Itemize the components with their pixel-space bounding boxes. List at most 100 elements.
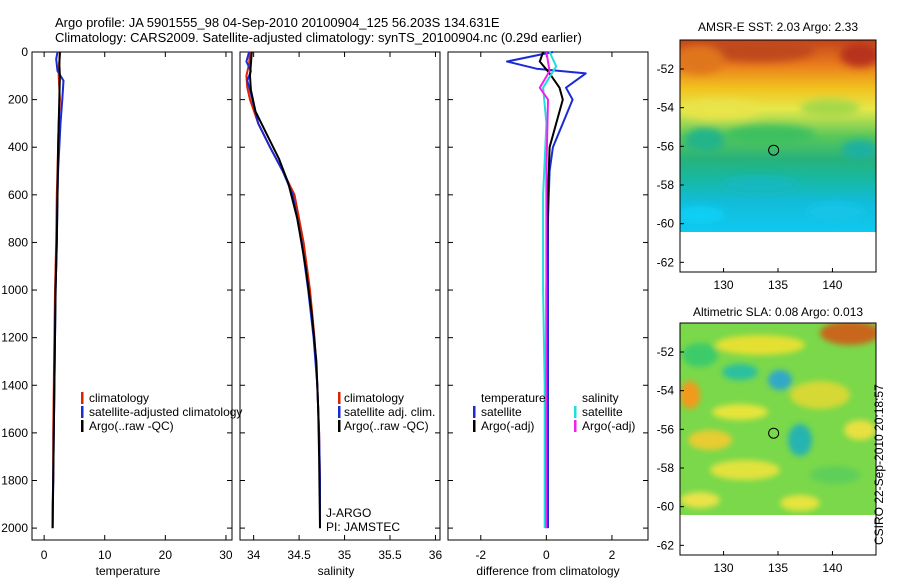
x-tick-label: 0 <box>41 548 48 562</box>
difference-xlabel: difference from climatology <box>476 564 619 578</box>
legend-swatch-climatology <box>338 392 341 404</box>
legend-swatch-argo <box>338 420 341 432</box>
difference-series <box>506 51 587 529</box>
legend-swatch-satellite <box>81 406 84 418</box>
legend-heading-salinity: salinity <box>582 391 619 405</box>
series-line-argo-raw-qc- <box>51 51 61 529</box>
x-tick-label: 10 <box>98 548 112 562</box>
csiro-timestamp: CSIRO 22-Sep-2010 20:18:57 <box>872 384 886 545</box>
series-line-salinity-argo-adj- <box>538 51 551 529</box>
legend-swatch-sal-argo <box>574 420 577 432</box>
x-tick-label: 36 <box>429 548 443 562</box>
temperature-panel: 0 200 400 600 800 1000 1200 1400 1600 1800 2000 0 1… <box>1 45 242 578</box>
x-tick-label: 0 <box>543 548 550 562</box>
salinity-legend: climatology satellite adj. clim. Argo(..… <box>338 391 435 433</box>
y-tick-label: -56 <box>657 422 675 436</box>
float-program-label: J-ARGO <box>326 506 371 520</box>
temperature-series <box>51 51 65 529</box>
x-tick-label: 140 <box>822 561 842 575</box>
temperature-legend: climatology satellite-adjusted climatolo… <box>81 391 242 433</box>
y-tick-label: 400 <box>8 140 28 154</box>
x-tick-label: 130 <box>714 561 734 575</box>
y-tick-label: -58 <box>657 461 675 475</box>
series-line-salinity-satellite <box>542 51 558 529</box>
legend-swatch-argo <box>81 420 84 432</box>
y-tick-label: 200 <box>8 93 28 107</box>
x-tick-label: 130 <box>714 278 734 292</box>
x-tick-label: 140 <box>822 278 842 292</box>
salinity-x-ticks: 34 34.5 35 35.5 36 <box>247 52 442 562</box>
y-tick-label: -56 <box>657 139 675 153</box>
temperature-axes-frame <box>31 51 233 541</box>
legend-swatch-temp-argo <box>473 420 476 432</box>
y-tick-label: -52 <box>657 345 675 359</box>
legend-satellite-adjusted: satellite-adjusted climatology <box>89 405 242 419</box>
y-tick-label: 1200 <box>1 331 28 345</box>
salinity-panel: 34 34.5 35 35.5 36 salinity climatology sate… <box>239 51 442 578</box>
sst-map-title: AMSR-E SST: 2.03 Argo: 2.33 <box>698 20 858 34</box>
y-tick-label: -54 <box>657 384 675 398</box>
y-tick-label: 1600 <box>1 426 28 440</box>
difference-panel: -2 0 2 difference from climatology tempera… <box>447 51 649 578</box>
series-line-argo-raw-qc- <box>249 51 321 529</box>
legend-swatch-satellite <box>338 406 341 418</box>
x-tick-label: 135 <box>768 561 788 575</box>
legend-sal-satellite: satellite <box>582 405 623 419</box>
y-tick-label: 1400 <box>1 378 28 392</box>
y-tick-label: 800 <box>8 235 28 249</box>
legend-argo: Argo(..raw -QC) <box>344 419 429 433</box>
x-tick-label: 34.5 <box>287 548 311 562</box>
sla-map-title: Altimetric SLA: 0.08 Argo: 0.013 <box>693 305 863 319</box>
sst-map-panel: AMSR-E SST: 2.03 Argo: 2.33 130 135 140 -52… <box>657 20 877 292</box>
argo-position-marker <box>768 427 780 439</box>
x-tick-label: 35.5 <box>378 548 402 562</box>
temperature-x-ticks: 0 10 20 30 <box>41 52 233 562</box>
y-tick-label: -60 <box>657 500 675 514</box>
legend-argo: Argo(..raw -QC) <box>89 419 174 433</box>
y-tick-label: -60 <box>657 217 675 231</box>
series-line-temperature-satellite <box>506 51 587 529</box>
difference-legend: temperature satellite Argo(-adj) salinit… <box>473 391 635 433</box>
figure-title-line2: Climatology: CARS2009. Satellite-adjuste… <box>55 30 582 45</box>
salinity-axes-frame <box>239 51 441 541</box>
y-tick-label: -62 <box>657 538 675 552</box>
y-tick-label: -58 <box>657 178 675 192</box>
sst-heatmap <box>680 40 876 232</box>
x-tick-label: 2 <box>609 548 616 562</box>
x-tick-label: 34 <box>247 548 261 562</box>
legend-sal-argo: Argo(-adj) <box>582 419 635 433</box>
legend-heading-temperature: temperature <box>481 391 546 405</box>
legend-climatology: climatology <box>344 391 404 405</box>
figure-title-line1: Argo profile: JA 5901555_98 04-Sep-2010 … <box>55 15 500 30</box>
x-tick-label: 135 <box>768 278 788 292</box>
y-tick-label: -62 <box>657 255 675 269</box>
y-tick-label: 2000 <box>1 521 28 535</box>
legend-swatch-climatology <box>81 392 84 404</box>
salinity-series <box>245 51 321 529</box>
temperature-xlabel: temperature <box>96 564 161 578</box>
legend-swatch-sal-satellite <box>574 406 577 418</box>
y-tick-label: 0 <box>21 45 28 59</box>
argo-position-marker <box>768 144 780 156</box>
y-tick-label: -54 <box>657 101 675 115</box>
legend-swatch-temp-satellite <box>473 406 476 418</box>
sla-heatmap <box>680 323 876 515</box>
depth-axis-ticks: 0 200 400 600 800 1000 1200 1400 1600 1800 2000 <box>1 45 232 535</box>
legend-climatology: climatology <box>89 391 149 405</box>
x-tick-label: 35 <box>338 548 352 562</box>
y-tick-label: -52 <box>657 62 675 76</box>
legend-temp-argo: Argo(-adj) <box>481 419 534 433</box>
y-tick-label: 600 <box>8 188 28 202</box>
x-tick-label: -2 <box>475 548 486 562</box>
float-pi-label: PI: JAMSTEC <box>326 520 400 534</box>
sla-map-panel: Altimetric SLA: 0.08 Argo: 0.013 <box>657 305 877 575</box>
sla-map-axes: 130 135 140 -52 -54 -56 -58 -60 -62 <box>657 345 843 575</box>
sst-map-axes: 130 135 140 -52 -54 -56 -58 -60 -62 <box>657 62 843 292</box>
x-tick-label: 20 <box>159 548 173 562</box>
y-tick-label: 1000 <box>1 283 28 297</box>
y-tick-label: 1800 <box>1 473 28 487</box>
salinity-xlabel: salinity <box>318 564 355 578</box>
legend-satellite-adj: satellite adj. clim. <box>344 405 435 419</box>
x-tick-label: 30 <box>219 548 233 562</box>
legend-temp-satellite: satellite <box>481 405 522 419</box>
